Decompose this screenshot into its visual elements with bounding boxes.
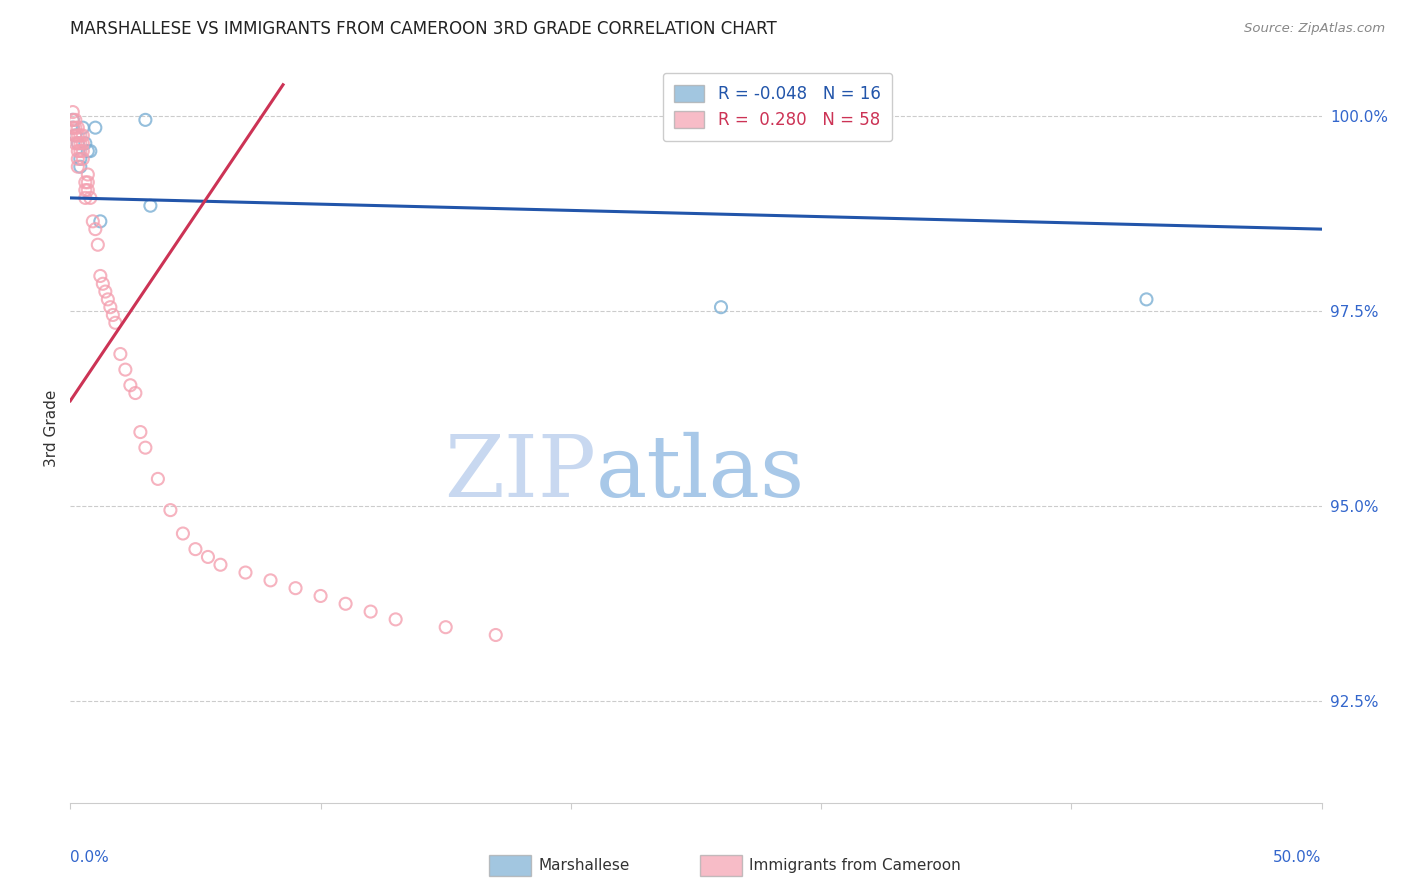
Point: [139, 199, 162, 213]
Point: [69, 152, 91, 166]
Text: 50.0%: 50.0%: [1274, 850, 1322, 864]
Point: [66, 136, 89, 151]
Point: [75, 183, 97, 197]
Point: [72, 152, 94, 166]
Point: [101, 308, 124, 322]
Text: Immigrants from Cameroon: Immigrants from Cameroon: [749, 858, 962, 872]
Point: [284, 581, 307, 595]
Point: [87, 237, 110, 252]
Point: [360, 605, 382, 619]
Point: [120, 378, 142, 392]
Point: [76, 183, 98, 197]
Point: [172, 526, 194, 541]
Point: [65, 136, 87, 151]
Point: [259, 574, 281, 588]
Point: [124, 386, 146, 401]
Point: [65, 120, 87, 135]
Point: [76, 168, 98, 182]
Point: [209, 558, 232, 572]
Point: [184, 542, 207, 557]
Point: [72, 120, 94, 135]
Y-axis label: 3rd Grade: 3rd Grade: [44, 390, 59, 467]
Point: [110, 347, 132, 361]
Legend: R = -0.048   N = 16, R =  0.280   N = 58: R = -0.048 N = 16, R = 0.280 N = 58: [662, 73, 891, 141]
Point: [66, 160, 89, 174]
Point: [65, 128, 87, 143]
Point: [1135, 293, 1157, 307]
Point: [65, 112, 87, 127]
Point: [335, 597, 357, 611]
Point: [97, 293, 120, 307]
Point: [66, 136, 89, 151]
Point: [69, 128, 91, 143]
Point: [69, 136, 91, 151]
Point: [134, 441, 156, 455]
Point: [62, 112, 84, 127]
Point: [134, 112, 156, 127]
Point: [72, 136, 94, 151]
Point: [114, 362, 136, 376]
Point: [159, 503, 181, 517]
Point: [82, 214, 104, 228]
Text: Source: ZipAtlas.com: Source: ZipAtlas.com: [1244, 22, 1385, 36]
Point: [69, 160, 91, 174]
Point: [65, 128, 87, 143]
Point: [62, 120, 84, 135]
Point: [75, 191, 97, 205]
Point: [94, 285, 117, 299]
Point: [384, 612, 406, 626]
Point: [75, 175, 97, 189]
Point: [79, 144, 101, 158]
Point: [89, 268, 111, 283]
Point: [66, 120, 89, 135]
Point: [197, 549, 219, 564]
Point: [75, 136, 97, 151]
Point: [84, 222, 107, 236]
Point: [309, 589, 332, 603]
Point: [79, 191, 101, 205]
Point: [76, 144, 98, 158]
Point: [84, 120, 107, 135]
Point: [89, 214, 111, 228]
Text: MARSHALLESE VS IMMIGRANTS FROM CAMEROON 3RD GRADE CORRELATION CHART: MARSHALLESE VS IMMIGRANTS FROM CAMEROON …: [70, 21, 778, 38]
Point: [72, 144, 94, 158]
Point: [62, 105, 84, 120]
Point: [66, 152, 89, 166]
Point: [485, 628, 508, 642]
Point: [129, 425, 152, 439]
Text: ZIP: ZIP: [444, 432, 596, 515]
Point: [62, 120, 84, 135]
Point: [710, 300, 733, 314]
Point: [66, 144, 89, 158]
Point: [76, 175, 98, 189]
Point: [104, 316, 127, 330]
Point: [66, 128, 89, 143]
Text: 0.0%: 0.0%: [70, 850, 110, 864]
Point: [72, 128, 94, 143]
Point: [146, 472, 169, 486]
Text: atlas: atlas: [596, 432, 806, 515]
Point: [69, 144, 91, 158]
Point: [434, 620, 457, 634]
Text: Marshallese: Marshallese: [538, 858, 630, 872]
Point: [98, 300, 121, 314]
Point: [62, 112, 84, 127]
Point: [91, 277, 114, 291]
Point: [235, 566, 257, 580]
